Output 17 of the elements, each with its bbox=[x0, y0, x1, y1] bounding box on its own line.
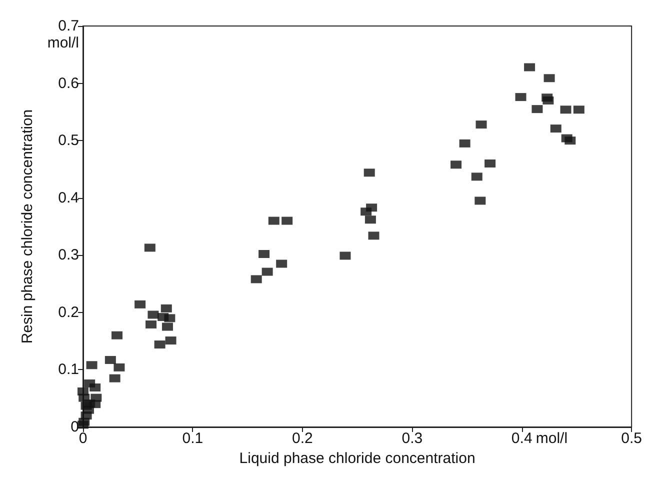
y-tick-label: 0.2 bbox=[58, 304, 79, 321]
x-tick-label: 0.1 bbox=[182, 430, 204, 447]
x-tick-label: 0.3 bbox=[402, 430, 423, 447]
text: mol/l bbox=[47, 34, 79, 52]
y-tick-label: 0.1 bbox=[58, 361, 79, 378]
y-tick-label: 0 bbox=[70, 418, 79, 436]
y-tick-label: 0.3 bbox=[58, 246, 79, 264]
y-tick-label: 0.5 bbox=[58, 132, 79, 150]
x-tick-label: 0.2 bbox=[292, 430, 313, 447]
y-tick-label: 0.7 bbox=[58, 18, 79, 34]
x-axis-title: Liquid phase chloride concentration bbox=[239, 450, 476, 467]
y-tick-label: 0.4 bbox=[58, 189, 79, 206]
y-axis-title: Resin phase chloride concentration bbox=[19, 109, 36, 344]
x-tick-label: 0.4 bbox=[511, 430, 532, 447]
x-tick-label: 0.5 bbox=[621, 430, 642, 447]
text: mol/l bbox=[536, 430, 568, 447]
y-tick-label: 0.6 bbox=[58, 74, 79, 92]
